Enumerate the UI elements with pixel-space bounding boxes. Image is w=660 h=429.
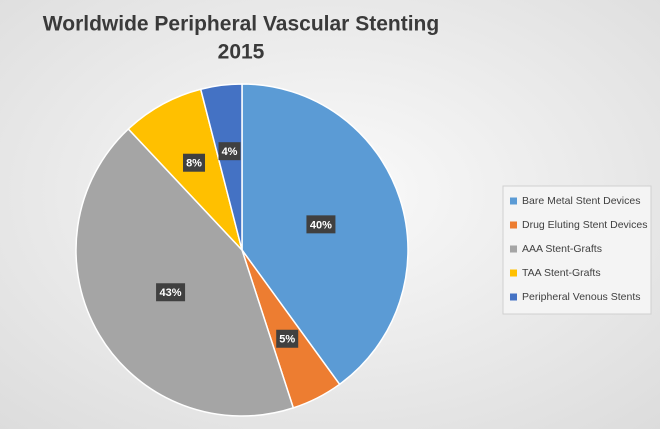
legend-label: AAA Stent-Grafts	[522, 243, 602, 255]
legend-label: TAA Stent-Grafts	[522, 267, 601, 279]
value-label: 5%	[279, 334, 295, 346]
legend-label: Bare Metal Stent Devices	[522, 195, 640, 207]
value-label-box	[156, 283, 186, 302]
legend-label: Drug Eluting Stent Devices	[522, 219, 647, 231]
legend-swatch	[510, 269, 517, 277]
value-label: 4%	[222, 146, 238, 158]
pie-slice	[241, 83, 409, 386]
chart-title: Worldwide Peripheral Vascular Stenting	[43, 13, 439, 36]
value-label-box	[276, 329, 299, 348]
legend-label: Peripheral Venous Stents	[522, 291, 641, 303]
pie-slice	[75, 127, 295, 417]
value-label-box	[183, 153, 206, 172]
legend-swatch	[510, 245, 517, 253]
value-label: 8%	[186, 158, 202, 170]
value-label-box	[306, 215, 336, 234]
chart-subtitle: 2015	[218, 41, 265, 64]
value-label-box	[218, 142, 241, 161]
legend-swatch	[510, 197, 517, 205]
value-label: 40%	[310, 219, 332, 231]
legend-swatch	[510, 293, 517, 301]
legend-swatch	[510, 221, 517, 229]
value-label: 43%	[160, 287, 182, 299]
legend-box	[502, 185, 652, 315]
pie-slice	[199, 83, 243, 251]
